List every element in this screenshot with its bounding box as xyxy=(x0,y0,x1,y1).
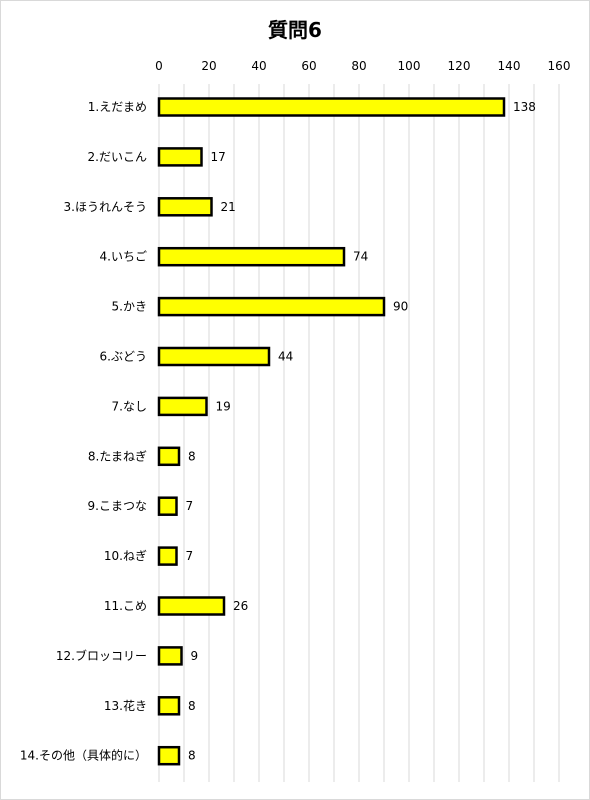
bar xyxy=(157,346,271,367)
x-tick-label: 0 xyxy=(155,59,163,73)
category-label: 7.なし xyxy=(112,399,147,413)
category-label: 12.ブロッコリー xyxy=(56,648,147,663)
category-label: 14.その他（具体的に） xyxy=(20,748,147,763)
bar xyxy=(157,646,183,666)
data-label: 8 xyxy=(188,449,196,463)
category-label: 4.いちご xyxy=(100,249,147,264)
x-tick-label: 40 xyxy=(251,59,266,73)
bar xyxy=(157,496,178,516)
bar xyxy=(157,446,181,467)
bar xyxy=(157,396,208,417)
data-label: 19 xyxy=(216,399,231,413)
data-label: 74 xyxy=(353,250,368,264)
x-axis-ticks: 0 20 40 60 80 100 120 140 160 xyxy=(155,59,570,73)
data-label: 7 xyxy=(186,499,194,513)
data-label: 8 xyxy=(188,749,196,763)
bar xyxy=(157,745,181,766)
x-tick-label: 100 xyxy=(398,59,421,73)
bars xyxy=(157,97,506,766)
data-label: 7 xyxy=(186,549,194,563)
category-label: 3.ほうれんそう xyxy=(64,200,147,214)
bar xyxy=(157,296,386,317)
category-label: 6.ぶどう xyxy=(100,350,147,364)
bar xyxy=(157,696,181,716)
data-label: 17 xyxy=(211,150,226,164)
bar xyxy=(157,246,346,267)
x-tick-label: 20 xyxy=(201,59,216,73)
category-label: 1.えだまめ xyxy=(88,100,147,114)
x-tick-label: 80 xyxy=(351,59,366,73)
bar xyxy=(157,147,203,167)
data-label: 26 xyxy=(233,599,248,613)
x-tick-label: 60 xyxy=(301,59,316,73)
category-label: 11.こめ xyxy=(104,599,147,613)
x-tick-label: 120 xyxy=(448,59,471,73)
x-tick-label: 140 xyxy=(498,59,521,73)
data-label: 44 xyxy=(278,350,293,364)
bar xyxy=(157,546,178,566)
value-labels: 138 17 21 74 90 44 19 8 7 7 26 9 8 8 xyxy=(186,100,536,763)
gridlines xyxy=(158,84,560,782)
chart-title: 質問6 xyxy=(268,18,322,42)
category-label: 9.こまつな xyxy=(88,499,147,513)
category-label: 13.花き xyxy=(104,698,147,713)
category-label: 2.だいこん xyxy=(88,150,147,164)
bar xyxy=(157,197,213,217)
category-label: 10.ねぎ xyxy=(104,549,147,563)
x-tick-label: 160 xyxy=(548,59,571,73)
data-label: 9 xyxy=(191,649,199,663)
data-label: 21 xyxy=(221,200,236,214)
data-label: 90 xyxy=(393,300,408,314)
category-label: 5.かき xyxy=(112,300,147,314)
bar xyxy=(157,596,226,616)
data-label: 138 xyxy=(513,100,536,114)
category-label: 8.たまねぎ xyxy=(88,449,147,463)
category-labels: 1.えだまめ 2.だいこん 3.ほうれんそう 4.いちご 5.かき 6.ぶどう 7.なし 8.… xyxy=(20,100,147,763)
bar xyxy=(157,97,506,117)
data-label: 8 xyxy=(188,699,196,713)
